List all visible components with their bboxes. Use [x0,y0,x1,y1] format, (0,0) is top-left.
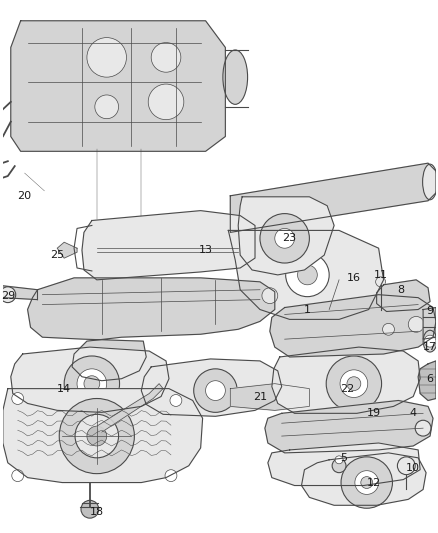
Text: 23: 23 [283,233,297,244]
Circle shape [326,356,381,411]
Text: 14: 14 [57,384,71,393]
Circle shape [87,426,107,446]
Text: 19: 19 [367,408,381,418]
Polygon shape [57,243,77,258]
Text: 10: 10 [406,463,420,473]
Circle shape [84,376,100,392]
Circle shape [59,399,134,474]
Circle shape [0,287,16,303]
Polygon shape [270,295,436,357]
Circle shape [340,370,368,398]
Text: 21: 21 [253,392,267,401]
Circle shape [335,456,343,464]
Ellipse shape [423,164,438,200]
Text: 13: 13 [198,245,212,255]
Circle shape [81,500,99,518]
Circle shape [148,84,184,120]
Circle shape [347,377,361,391]
Circle shape [341,457,392,508]
Circle shape [286,253,329,297]
Polygon shape [238,197,334,275]
Polygon shape [141,359,282,416]
Circle shape [297,265,317,285]
Circle shape [165,470,177,481]
Circle shape [260,214,309,263]
Text: 9: 9 [427,306,434,317]
Polygon shape [11,347,169,413]
Circle shape [151,43,181,72]
Polygon shape [11,21,225,151]
Circle shape [262,288,278,304]
Text: 17: 17 [423,342,437,352]
Text: 4: 4 [410,408,417,418]
Circle shape [77,369,107,399]
Circle shape [415,420,431,436]
Polygon shape [265,400,433,453]
Circle shape [95,95,119,119]
Circle shape [170,394,182,406]
Polygon shape [3,389,203,482]
Text: 12: 12 [367,478,381,488]
Circle shape [12,393,24,405]
Text: 6: 6 [427,374,434,384]
Polygon shape [1,286,38,300]
Text: 8: 8 [397,285,404,295]
Text: 18: 18 [90,507,104,517]
Circle shape [361,477,373,488]
Circle shape [64,356,120,411]
Text: 22: 22 [340,384,354,393]
Circle shape [243,233,253,243]
Polygon shape [230,163,436,232]
Ellipse shape [423,330,437,352]
Text: 5: 5 [340,453,347,463]
Polygon shape [418,361,436,400]
Circle shape [355,471,378,495]
Circle shape [275,229,295,248]
Circle shape [424,335,436,347]
Polygon shape [82,211,255,280]
Text: 25: 25 [50,250,64,260]
Circle shape [376,277,385,287]
Polygon shape [377,280,430,311]
Circle shape [397,457,415,475]
Text: 1: 1 [304,304,311,314]
Polygon shape [228,230,384,319]
Text: 29: 29 [1,290,15,301]
Circle shape [382,324,395,335]
Text: 20: 20 [18,191,32,201]
Circle shape [87,38,127,77]
Circle shape [75,414,119,458]
Polygon shape [301,453,426,505]
Polygon shape [28,278,275,381]
Text: 11: 11 [374,270,388,280]
Polygon shape [230,384,309,410]
Polygon shape [272,347,420,413]
Text: 16: 16 [347,273,361,283]
Circle shape [332,459,346,473]
Circle shape [205,381,225,400]
Circle shape [194,369,237,413]
Polygon shape [423,308,436,339]
Circle shape [12,470,24,481]
Polygon shape [268,443,420,486]
Circle shape [408,317,424,332]
Ellipse shape [223,50,247,104]
Polygon shape [97,384,163,432]
